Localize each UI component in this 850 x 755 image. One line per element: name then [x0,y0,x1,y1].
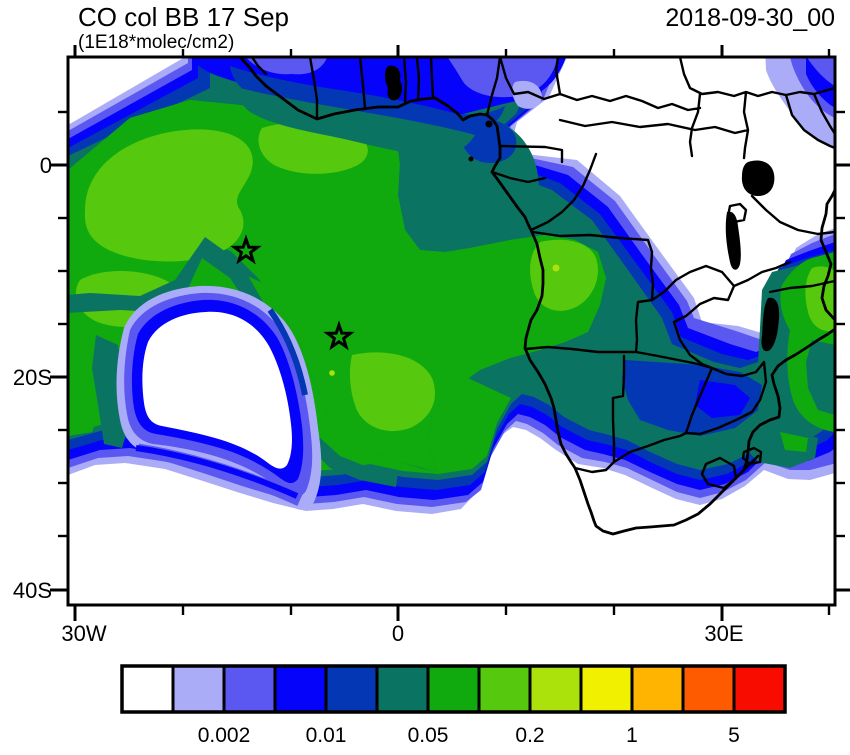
colorbar-cell [375,664,430,714]
colorbar-cell [681,664,736,714]
colorbar-cell [120,664,175,714]
lavender-nigeria-pocket [512,80,542,109]
lake-malawi [761,297,780,352]
contour-level-0p1-angola [530,239,598,311]
colorbar-cell [732,664,787,714]
green-kzn [780,432,808,452]
colorbar-frame [120,664,787,714]
hole-rim-darkblue [267,308,308,396]
contour-level-0p1-west [84,129,253,262]
y-tick-label-0: 0 [40,153,52,178]
y-tick-label-40s: 40S [13,578,52,603]
x-tick-label-0: 0 [392,621,404,646]
blue-ne-corner [806,57,835,108]
lesotho-border [700,456,738,490]
star-marker-1 [230,234,262,265]
darkblue-botswana [622,360,762,436]
colorbar-label: 0.05 [408,724,449,747]
colorbar-cell [477,664,532,714]
colorbar: 0.002 0.01 0.05 0.2 1 5 [120,664,787,747]
colorbar-label: 0.01 [306,724,347,747]
colorbar-label: 0.2 [515,724,544,747]
lake-tanganyika [725,211,741,270]
sao-tome-island [468,156,474,162]
coastline [238,57,835,536]
teal-guinea-strip [238,88,475,156]
colorbar-cell [630,664,685,714]
plot-title: CO col BB 17 Sep [78,2,289,32]
x-tick-label-30e: 30E [704,621,743,646]
tail-blue [135,445,299,499]
star-marker-2 [323,320,355,351]
colorbar-cell [426,664,481,714]
darkblue-guinea-strip [230,66,505,135]
contour-level-0p1-sehole [349,352,436,432]
swaziland-border [741,446,763,466]
x-tick-label-30w: 30W [61,621,106,646]
colorbar-label: 1 [626,724,638,747]
colorbar-label: 0.002 [198,724,251,747]
hole-white-core [142,311,292,469]
lake-volta [385,65,403,101]
colorbar-cell [324,664,379,714]
axes: 0 20S 40S 30W 0 30E [13,45,850,646]
timestamp-label: 2018-09-30_00 [665,4,835,32]
purple-ne-corner [789,57,835,118]
contour-level-0p2-speck [552,264,560,272]
colorbar-label: 5 [728,724,740,747]
geography-overlay [230,57,835,536]
y-tick-label-20s: 20S [13,365,52,390]
blue-zimbabwe [695,380,750,418]
units-label: (1E18*molec/cm2) [78,32,234,53]
country-borders [250,57,835,474]
map-frame [66,55,837,607]
colorbar-cell [528,664,583,714]
contour-field [68,57,835,605]
contour-level-0p2-speck2 [329,370,335,376]
teal-mozambique [806,340,835,415]
purple-sahel-west [245,57,328,75]
colorbar-cell [273,664,328,714]
colorbar-cell [171,664,226,714]
colorbar-cell [579,664,634,714]
lake-victoria [741,160,775,196]
colorbar-cell [222,664,277,714]
bioko-island [485,120,493,128]
